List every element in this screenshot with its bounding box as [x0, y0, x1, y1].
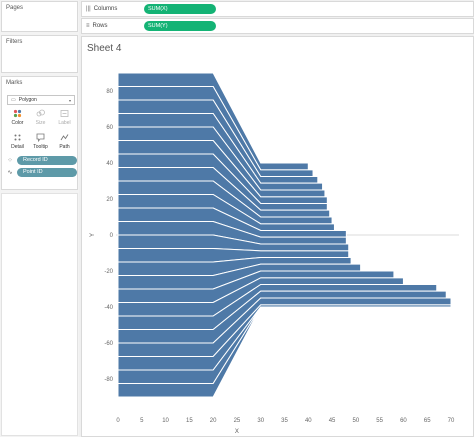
columns-icon: |||	[86, 6, 91, 12]
detail-icon: ⁘	[7, 158, 13, 164]
x-tick-label: 5	[140, 418, 144, 424]
columns-shelf[interactable]: ||| Columns SUM(X)	[81, 1, 474, 17]
label-button[interactable]: Label	[54, 109, 75, 129]
path-button[interactable]: Path	[54, 133, 75, 153]
rows-shelf[interactable]: ≡ Rows SUM(Y)	[81, 18, 474, 34]
chevron-down-icon: ▾	[68, 97, 71, 103]
y-tick-label: -60	[104, 341, 113, 347]
y-tick-label: 40	[106, 161, 113, 167]
size-icon	[30, 109, 51, 120]
tooltip-icon	[30, 133, 51, 144]
x-tick-label: 35	[281, 418, 288, 424]
y-axis-title: Y	[90, 233, 96, 237]
x-tick-label: 15	[186, 418, 193, 424]
y-tick-label: 60	[106, 125, 113, 131]
pages-title: Pages	[6, 5, 24, 11]
path-icon	[54, 133, 75, 144]
color-dots-icon	[7, 109, 28, 120]
y-tick-label: 20	[106, 197, 113, 203]
y-tick-label: -80	[104, 377, 113, 383]
point-id-pill-row: ∿ Point ID	[5, 168, 77, 177]
tooltip-button-label: Tooltip	[33, 144, 48, 150]
columns-shelf-label: ||| Columns	[82, 6, 144, 12]
x-tick-label: 10	[162, 418, 169, 424]
left-panel: Pages Filters Marks ▭ Polygon ▾ Color Si…	[0, 0, 79, 437]
x-tick-label: 20	[210, 418, 217, 424]
x-tick-label: 70	[448, 418, 455, 424]
detail-button[interactable]: Detail	[7, 133, 28, 153]
rows-pill[interactable]: SUM(Y)	[144, 21, 216, 31]
rows-icon: ≡	[86, 23, 90, 29]
tooltip-button[interactable]: Tooltip	[30, 133, 51, 153]
marks-title: Marks	[6, 80, 23, 86]
color-button-label: Color	[11, 120, 24, 126]
mark-type-dropdown[interactable]: ▭ Polygon ▾	[7, 95, 75, 105]
filters-card[interactable]: Filters	[1, 35, 78, 73]
y-tick-label: 80	[106, 89, 113, 95]
x-tick-label: 40	[305, 418, 312, 424]
x-tick-label: 25	[234, 418, 241, 424]
band-polygon[interactable]	[117, 306, 262, 398]
pages-card[interactable]: Pages	[1, 1, 78, 32]
rows-label: Rows	[92, 23, 108, 29]
marks-card: Marks ▭ Polygon ▾ Color Size Label	[1, 76, 78, 190]
detail-button-label: Detail	[11, 144, 24, 150]
x-axis-title: X	[235, 429, 239, 435]
mark-type-label: Polygon	[18, 97, 37, 103]
viz-area: Sheet 4 0 5 10 15 20 25 30 35 40 45 50 55 60 65 70 80 60…	[81, 36, 474, 437]
color-button[interactable]: Color	[7, 109, 28, 129]
y-tick-label: -20	[104, 269, 113, 275]
columns-label: Columns	[93, 6, 118, 12]
x-tick-label: 30	[257, 418, 264, 424]
x-tick-label: 55	[376, 418, 383, 424]
x-tick-label: 50	[353, 418, 360, 424]
size-button-label: Size	[35, 120, 46, 126]
y-tick-label: -40	[104, 305, 113, 311]
x-tick-label: 0	[116, 418, 120, 424]
record-id-pill[interactable]: Record ID	[17, 156, 77, 165]
label-button-label: Label	[58, 120, 71, 126]
path-icon: ∿	[7, 170, 13, 176]
filters-title: Filters	[6, 39, 23, 45]
x-tick-label: 45	[329, 418, 336, 424]
rows-shelf-label: ≡ Rows	[82, 23, 144, 29]
chart[interactable]: 0 5 10 15 20 25 30 35 40 45 50 55 60 65 70 80 60 40 20 0 -20…	[82, 37, 473, 436]
y-tick-label: 0	[110, 233, 114, 239]
polygon-icon: ▭	[11, 97, 16, 103]
left-panel-empty-area	[1, 193, 78, 436]
x-tick-label: 60	[400, 418, 407, 424]
detail-icon	[7, 133, 28, 144]
x-tick-label: 65	[424, 418, 431, 424]
record-id-pill-row: ⁘ Record ID	[5, 156, 77, 165]
label-icon	[54, 109, 75, 120]
point-id-pill[interactable]: Point ID	[17, 168, 77, 177]
columns-pill[interactable]: SUM(X)	[144, 4, 216, 14]
sheet-title: Sheet 4	[87, 43, 122, 54]
size-button[interactable]: Size	[30, 109, 51, 129]
path-button-label: Path	[59, 144, 70, 150]
